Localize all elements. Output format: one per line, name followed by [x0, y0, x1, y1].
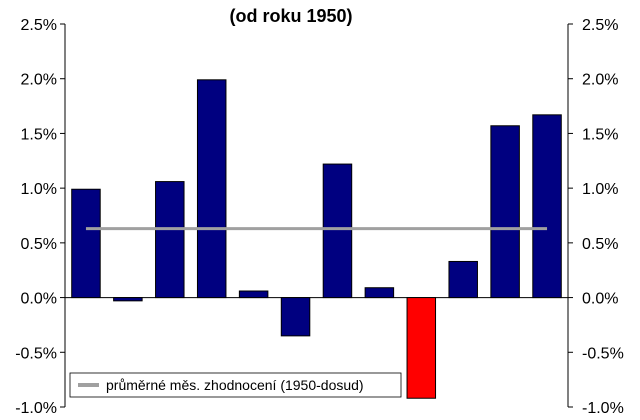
right-tick-label: -0.5%	[582, 345, 624, 362]
left-tick-label: 2.5%	[21, 17, 57, 34]
bar	[238, 290, 269, 299]
bar	[155, 181, 185, 299]
bar	[490, 125, 520, 299]
left-tick-label: 2.0%	[21, 72, 57, 89]
bar	[448, 260, 478, 299]
bar	[71, 188, 101, 299]
left-tick-label: 0.5%	[21, 236, 57, 253]
legend-box	[69, 372, 402, 398]
right-tick-label: 2.5%	[582, 17, 618, 34]
right-tick-label: -1.0%	[582, 400, 624, 417]
bar	[196, 79, 227, 299]
left-y-axis: 2.5% 2.0% 1.5% 1.0% 0.5% 0.0% -0.5% -1.0%	[15, 17, 66, 417]
bar-series	[71, 79, 562, 399]
bar	[406, 297, 437, 399]
left-tick-label: 0.0%	[21, 291, 57, 308]
right-tick-label: 2.0%	[582, 72, 618, 89]
right-y-axis: 2.5% 2.0% 1.5% 1.0% 0.5% 0.0% -0.5% -1.0%	[567, 17, 624, 417]
left-tick-label: 1.0%	[21, 181, 57, 198]
bar	[364, 287, 395, 299]
right-tick-label: 0.5%	[582, 236, 618, 253]
bar	[532, 114, 562, 299]
left-tick-label: -1.0%	[15, 400, 57, 417]
legend-label: průměrné měs. zhodnocení (1950-dosud)	[106, 377, 364, 393]
left-tick-label: -0.5%	[15, 345, 57, 362]
bar	[322, 163, 353, 299]
bar	[280, 297, 311, 337]
right-tick-label: 1.5%	[582, 126, 618, 143]
bar	[113, 297, 143, 302]
right-tick-label: 0.0%	[582, 291, 618, 308]
left-tick-label: 1.5%	[21, 126, 57, 143]
chart-title: (od roku 1950)	[229, 6, 352, 26]
right-tick-label: 1.0%	[582, 181, 618, 198]
legend: průměrné měs. zhodnocení (1950-dosud)	[69, 372, 402, 398]
